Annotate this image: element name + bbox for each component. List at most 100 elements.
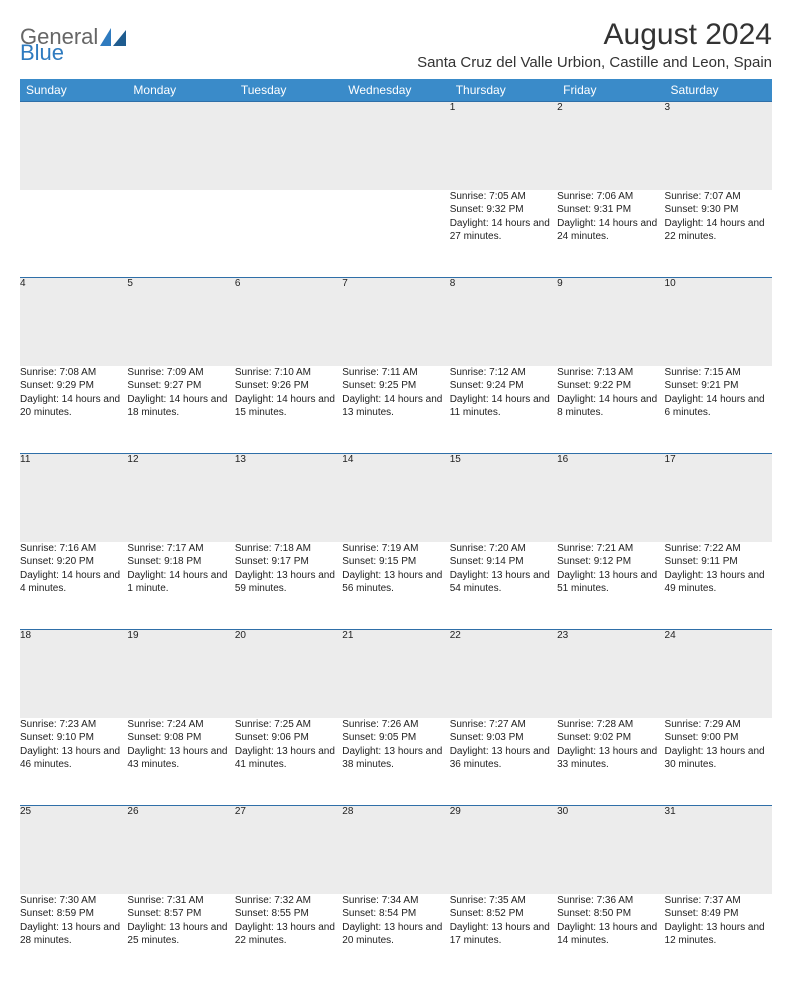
- daylight-text: Daylight: 14 hours and 13 minutes.: [342, 393, 449, 420]
- daylight-text: Daylight: 14 hours and 27 minutes.: [450, 217, 557, 244]
- day-number-cell: 13: [235, 454, 342, 542]
- daylight-text: Daylight: 14 hours and 20 minutes.: [20, 393, 127, 420]
- daylight-text: Daylight: 13 hours and 41 minutes.: [235, 745, 342, 772]
- day-number-cell: 5: [127, 278, 234, 366]
- sunrise-text: Sunrise: 7:19 AM: [342, 542, 449, 556]
- sunrise-text: Sunrise: 7:37 AM: [665, 894, 772, 908]
- sunset-text: Sunset: 9:29 PM: [20, 379, 127, 393]
- sunrise-text: Sunrise: 7:30 AM: [20, 894, 127, 908]
- day-detail-cell: Sunrise: 7:17 AMSunset: 9:18 PMDaylight:…: [127, 542, 234, 630]
- day-detail-cell: Sunrise: 7:30 AMSunset: 8:59 PMDaylight:…: [20, 894, 127, 982]
- day-detail-cell: Sunrise: 7:18 AMSunset: 9:17 PMDaylight:…: [235, 542, 342, 630]
- location: Santa Cruz del Valle Urbion, Castille an…: [417, 54, 772, 71]
- day-detail-cell: Sunrise: 7:24 AMSunset: 9:08 PMDaylight:…: [127, 718, 234, 806]
- sunrise-text: Sunrise: 7:13 AM: [557, 366, 664, 380]
- sunrise-text: Sunrise: 7:05 AM: [450, 190, 557, 204]
- day-detail-cell: Sunrise: 7:35 AMSunset: 8:52 PMDaylight:…: [450, 894, 557, 982]
- day-detail-cell: Sunrise: 7:07 AMSunset: 9:30 PMDaylight:…: [665, 190, 772, 278]
- day-number-cell: 25: [20, 806, 127, 894]
- sunset-text: Sunset: 8:59 PM: [20, 907, 127, 921]
- day-number-cell: 1: [450, 102, 557, 190]
- daylight-text: Daylight: 14 hours and 18 minutes.: [127, 393, 234, 420]
- day-detail-cell: Sunrise: 7:16 AMSunset: 9:20 PMDaylight:…: [20, 542, 127, 630]
- day-number-cell: 24: [665, 630, 772, 718]
- day-detail-cell: Sunrise: 7:21 AMSunset: 9:12 PMDaylight:…: [557, 542, 664, 630]
- day-number-cell: 9: [557, 278, 664, 366]
- daylight-text: Daylight: 14 hours and 8 minutes.: [557, 393, 664, 420]
- day-number-row: 45678910: [20, 278, 772, 366]
- calendar-table: SundayMondayTuesdayWednesdayThursdayFrid…: [20, 79, 772, 982]
- sunrise-text: Sunrise: 7:20 AM: [450, 542, 557, 556]
- sunrise-text: Sunrise: 7:35 AM: [450, 894, 557, 908]
- header: General August 2024 Santa Cruz del Valle…: [20, 18, 772, 71]
- weekday-header: Monday: [127, 79, 234, 102]
- day-detail-cell: Sunrise: 7:37 AMSunset: 8:49 PMDaylight:…: [665, 894, 772, 982]
- daylight-text: Daylight: 13 hours and 20 minutes.: [342, 921, 449, 948]
- weekday-header: Thursday: [450, 79, 557, 102]
- day-number-cell: 16: [557, 454, 664, 542]
- sunrise-text: Sunrise: 7:26 AM: [342, 718, 449, 732]
- sunrise-text: Sunrise: 7:09 AM: [127, 366, 234, 380]
- day-number-cell: 18: [20, 630, 127, 718]
- day-number-row: 18192021222324: [20, 630, 772, 718]
- weekday-header: Friday: [557, 79, 664, 102]
- day-detail-row: Sunrise: 7:16 AMSunset: 9:20 PMDaylight:…: [20, 542, 772, 630]
- daylight-text: Daylight: 14 hours and 11 minutes.: [450, 393, 557, 420]
- daylight-text: Daylight: 13 hours and 59 minutes.: [235, 569, 342, 596]
- daylight-text: Daylight: 13 hours and 56 minutes.: [342, 569, 449, 596]
- daylight-text: Daylight: 13 hours and 43 minutes.: [127, 745, 234, 772]
- sunset-text: Sunset: 9:00 PM: [665, 731, 772, 745]
- month-title: August 2024: [417, 18, 772, 52]
- sunset-text: Sunset: 8:50 PM: [557, 907, 664, 921]
- sunset-text: Sunset: 8:57 PM: [127, 907, 234, 921]
- sunset-text: Sunset: 9:22 PM: [557, 379, 664, 393]
- daylight-text: Daylight: 13 hours and 17 minutes.: [450, 921, 557, 948]
- day-detail-cell: Sunrise: 7:22 AMSunset: 9:11 PMDaylight:…: [665, 542, 772, 630]
- day-detail-cell: Sunrise: 7:12 AMSunset: 9:24 PMDaylight:…: [450, 366, 557, 454]
- sunset-text: Sunset: 8:52 PM: [450, 907, 557, 921]
- sunrise-text: Sunrise: 7:24 AM: [127, 718, 234, 732]
- day-detail-cell: Sunrise: 7:31 AMSunset: 8:57 PMDaylight:…: [127, 894, 234, 982]
- day-number-cell: 19: [127, 630, 234, 718]
- day-number-cell: [342, 102, 449, 190]
- day-detail-cell: Sunrise: 7:29 AMSunset: 9:00 PMDaylight:…: [665, 718, 772, 806]
- sunset-text: Sunset: 9:24 PM: [450, 379, 557, 393]
- day-detail-cell: Sunrise: 7:11 AMSunset: 9:25 PMDaylight:…: [342, 366, 449, 454]
- sunset-text: Sunset: 9:15 PM: [342, 555, 449, 569]
- day-detail-cell: Sunrise: 7:13 AMSunset: 9:22 PMDaylight:…: [557, 366, 664, 454]
- day-number-cell: 14: [342, 454, 449, 542]
- daylight-text: Daylight: 13 hours and 38 minutes.: [342, 745, 449, 772]
- sunset-text: Sunset: 8:55 PM: [235, 907, 342, 921]
- day-number-cell: [127, 102, 234, 190]
- day-number-cell: 11: [20, 454, 127, 542]
- daylight-text: Daylight: 13 hours and 49 minutes.: [665, 569, 772, 596]
- sunrise-text: Sunrise: 7:25 AM: [235, 718, 342, 732]
- daylight-text: Daylight: 13 hours and 33 minutes.: [557, 745, 664, 772]
- day-detail-cell: Sunrise: 7:36 AMSunset: 8:50 PMDaylight:…: [557, 894, 664, 982]
- weekday-header: Tuesday: [235, 79, 342, 102]
- day-detail-cell: Sunrise: 7:26 AMSunset: 9:05 PMDaylight:…: [342, 718, 449, 806]
- weekday-header-row: SundayMondayTuesdayWednesdayThursdayFrid…: [20, 79, 772, 102]
- sail-icon: [100, 28, 126, 46]
- sunrise-text: Sunrise: 7:10 AM: [235, 366, 342, 380]
- sunset-text: Sunset: 9:17 PM: [235, 555, 342, 569]
- day-number-cell: 6: [235, 278, 342, 366]
- day-number-cell: 12: [127, 454, 234, 542]
- sunset-text: Sunset: 9:31 PM: [557, 203, 664, 217]
- sunset-text: Sunset: 9:32 PM: [450, 203, 557, 217]
- daylight-text: Daylight: 14 hours and 1 minute.: [127, 569, 234, 596]
- sunrise-text: Sunrise: 7:07 AM: [665, 190, 772, 204]
- sunset-text: Sunset: 9:20 PM: [20, 555, 127, 569]
- sunrise-text: Sunrise: 7:32 AM: [235, 894, 342, 908]
- daylight-text: Daylight: 13 hours and 51 minutes.: [557, 569, 664, 596]
- day-detail-cell: Sunrise: 7:09 AMSunset: 9:27 PMDaylight:…: [127, 366, 234, 454]
- daylight-text: Daylight: 13 hours and 12 minutes.: [665, 921, 772, 948]
- day-detail-cell: Sunrise: 7:23 AMSunset: 9:10 PMDaylight:…: [20, 718, 127, 806]
- day-number-cell: 3: [665, 102, 772, 190]
- sunset-text: Sunset: 8:54 PM: [342, 907, 449, 921]
- weekday-header: Saturday: [665, 79, 772, 102]
- sunset-text: Sunset: 9:12 PM: [557, 555, 664, 569]
- calendar-page: General August 2024 Santa Cruz del Valle…: [0, 0, 792, 1000]
- daylight-text: Daylight: 14 hours and 6 minutes.: [665, 393, 772, 420]
- day-number-cell: 30: [557, 806, 664, 894]
